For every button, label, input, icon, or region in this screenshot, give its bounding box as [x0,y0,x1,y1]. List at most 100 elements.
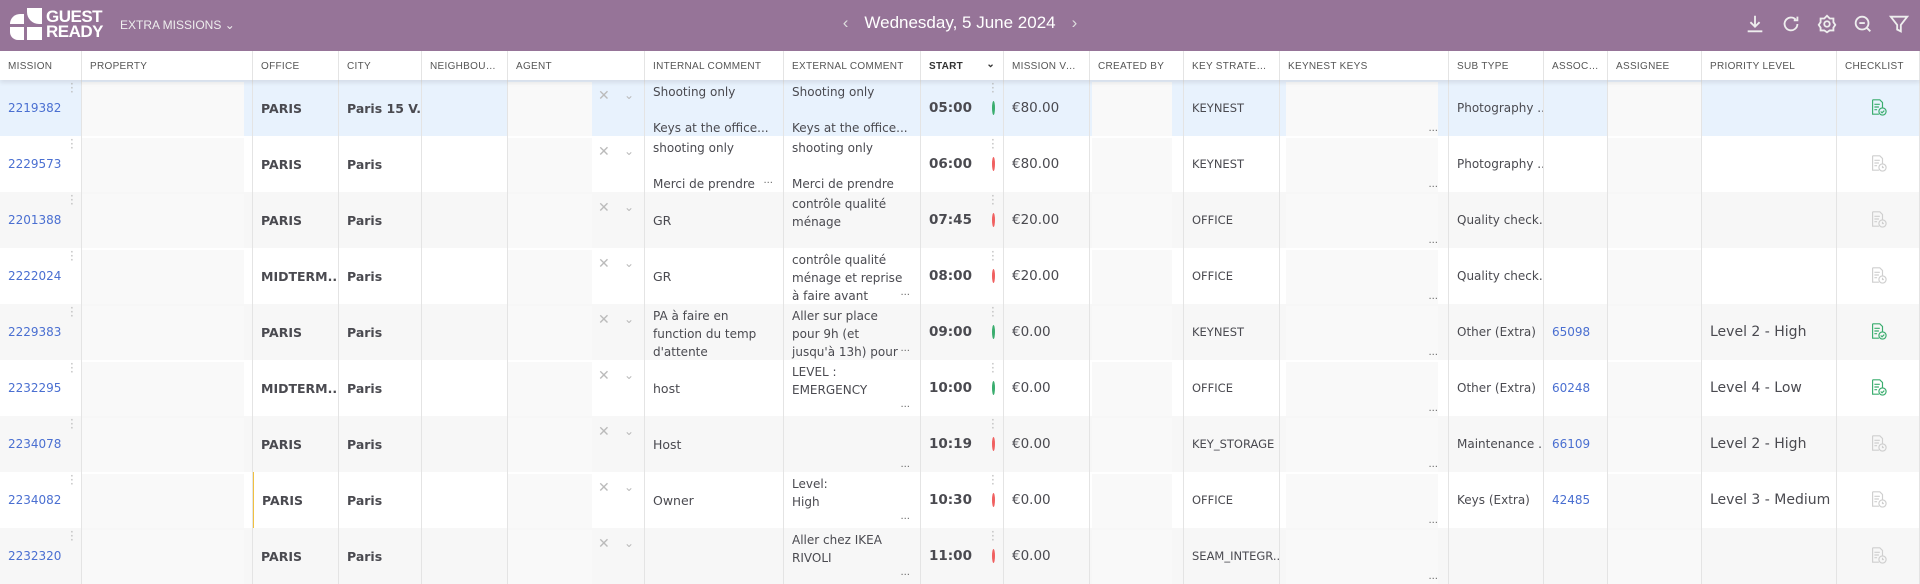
more-ellipsis[interactable]: ... [1428,291,1438,302]
column-header-internal-comment[interactable]: INTERNAL COMMENT [645,51,784,80]
mission-link[interactable]: 2232295 [8,381,62,395]
column-header-priority-level[interactable]: PRIORITY LEVEL [1702,51,1837,80]
kebab-menu-icon[interactable]: · · · [70,80,74,99]
refresh-icon[interactable] [1780,13,1802,35]
agent-cell[interactable]: ✕ ⌄ [508,304,645,360]
internal-comment-cell[interactable]: Shooting only Keys at the office... [645,80,784,136]
more-ellipsis[interactable]: ... [900,287,910,298]
internal-comment-cell[interactable] [645,528,784,584]
agent-cell[interactable]: ✕ ⌄ [508,192,645,248]
kebab-menu-icon[interactable]: · · · [70,528,74,547]
column-header-key-strategy[interactable]: KEY STRATEGY [1184,51,1280,80]
external-comment-cell[interactable]: Shooting only Keys at the office... [784,80,921,136]
column-header-assignee[interactable]: ASSIGNEE [1608,51,1702,80]
external-comment-cell[interactable]: contrôle qualité ménage et reprise à fai… [784,248,921,304]
clear-icon[interactable]: ✕ [598,200,610,216]
chevron-down-icon[interactable]: ⌄ [624,144,635,158]
chevron-down-icon[interactable]: ⌄ [624,88,635,102]
download-icon[interactable] [1744,13,1766,35]
checklist-pending-icon[interactable] [1869,210,1887,231]
column-header-agent[interactable]: AGENT [508,51,645,80]
kebab-menu-icon[interactable]: · · · [991,248,995,267]
table-row[interactable]: 2234082 · · · PARIS Paris ✕ ⌄ Owner Level: High..… [0,472,1920,528]
kebab-menu-icon[interactable]: · · · [991,416,995,435]
checklist-pending-icon[interactable] [1869,546,1887,567]
column-header-checklist[interactable]: CHECKLIST [1837,51,1920,80]
chevron-down-icon[interactable]: ⌄ [624,480,635,494]
clear-icon[interactable]: ✕ [598,88,610,104]
associated-link[interactable]: 60248 [1552,381,1591,395]
prev-day-icon[interactable]: ‹ [842,13,849,32]
more-ellipsis[interactable]: ... [763,175,773,186]
settings-icon[interactable] [1816,13,1838,35]
column-header-neighbour[interactable]: NEIGHBOUR... [422,51,508,80]
mission-link[interactable]: 2219382 [8,101,62,115]
more-ellipsis[interactable]: ... [900,343,910,354]
internal-comment-cell[interactable]: host [645,360,784,416]
clear-icon[interactable]: ✕ [598,424,610,440]
column-header-sub-type[interactable]: SUB TYPE [1449,51,1544,80]
more-ellipsis[interactable]: ... [1428,123,1438,134]
external-comment-cell[interactable]: ... [784,416,921,472]
external-comment-cell[interactable]: LEVEL : EMERGENCY... [784,360,921,416]
checklist-done-icon[interactable] [1869,98,1887,119]
chevron-down-icon[interactable]: ⌄ [624,536,635,550]
internal-comment-cell[interactable]: PA à faire en function du temp d'attente [645,304,784,360]
logo[interactable]: GUEST READY [10,8,108,40]
kebab-menu-icon[interactable]: · · · [991,192,995,211]
kebab-menu-icon[interactable]: · · · [70,248,74,267]
clear-icon[interactable]: ✕ [598,144,610,160]
agent-cell[interactable]: ✕ ⌄ [508,360,645,416]
mission-link[interactable]: 2201388 [8,213,62,227]
internal-comment-cell[interactable]: shooting only Merci de prendre... [645,136,784,192]
mission-link[interactable]: 2234078 [8,437,62,451]
table-row[interactable]: 2232320 · · · PARIS Paris ✕ ⌄ Aller chez IKEA RI… [0,528,1920,584]
clear-icon[interactable]: ✕ [598,480,610,496]
more-ellipsis[interactable]: ... [900,567,910,578]
external-comment-cell[interactable]: Level: High... [784,472,921,528]
external-comment-cell[interactable]: shooting only Merci de prendre [784,136,921,192]
column-header-external-comment[interactable]: EXTERNAL COMMENT [784,51,921,80]
kebab-menu-icon[interactable]: · · · [70,304,74,323]
column-header-associ[interactable]: ASSOCI... [1544,51,1608,80]
section-dropdown[interactable]: EXTRA MISSIONS ⌄ [120,18,235,32]
more-ellipsis[interactable]: ... [1428,403,1438,414]
more-ellipsis[interactable]: ... [1428,179,1438,190]
agent-cell[interactable]: ✕ ⌄ [508,80,645,136]
internal-comment-cell[interactable]: GR [645,192,784,248]
kebab-menu-icon[interactable]: · · · [70,360,74,379]
mission-link[interactable]: 2229573 [8,157,62,171]
kebab-menu-icon[interactable]: · · · [70,472,74,491]
table-row[interactable]: 2222024 · · · MIDTERM... Paris ✕ ⌄ GR contrôle qu… [0,248,1920,304]
more-ellipsis[interactable]: ... [1428,347,1438,358]
column-header-created-by[interactable]: CREATED BY [1090,51,1184,80]
table-row[interactable]: 2234078 · · · PARIS Paris ✕ ⌄ Host... 10:19 · · · €0.… [0,416,1920,472]
clear-icon[interactable]: ✕ [598,368,610,384]
kebab-menu-icon[interactable]: · · · [991,472,995,491]
kebab-menu-icon[interactable]: · · · [70,192,74,211]
internal-comment-cell[interactable]: Owner [645,472,784,528]
table-row[interactable]: 2201388 · · · PARIS Paris ✕ ⌄ GR contrôle qualité… [0,192,1920,248]
associated-link[interactable]: 66109 [1552,437,1591,451]
kebab-menu-icon[interactable]: · · · [991,304,995,323]
mission-link[interactable]: 2232320 [8,549,62,563]
internal-comment-cell[interactable]: GR [645,248,784,304]
clear-icon[interactable]: ✕ [598,312,610,328]
column-header-city[interactable]: CITY [339,51,422,80]
more-ellipsis[interactable]: ... [1428,235,1438,246]
column-header-mission[interactable]: MISSION [0,51,82,80]
mission-link[interactable]: 2234082 [8,493,62,507]
more-ellipsis[interactable]: ... [900,399,910,410]
mission-link[interactable]: 2229383 [8,325,62,339]
external-comment-cell[interactable]: Aller sur place pour 9h (et jusqu'à 13h)… [784,304,921,360]
external-comment-cell[interactable]: Aller chez IKEA RIVOLI... [784,528,921,584]
table-row[interactable]: 2229383 · · · PARIS Paris ✕ ⌄ PA à faire en func… [0,304,1920,360]
associated-link[interactable]: 42485 [1552,493,1591,507]
agent-cell[interactable]: ✕ ⌄ [508,528,645,584]
agent-cell[interactable]: ✕ ⌄ [508,416,645,472]
associated-link[interactable]: 65098 [1552,325,1591,339]
checklist-done-icon[interactable] [1869,378,1887,399]
mission-link[interactable]: 2222024 [8,269,62,283]
chevron-down-icon[interactable]: ⌄ [624,424,635,438]
more-ellipsis[interactable]: ... [1428,459,1438,470]
